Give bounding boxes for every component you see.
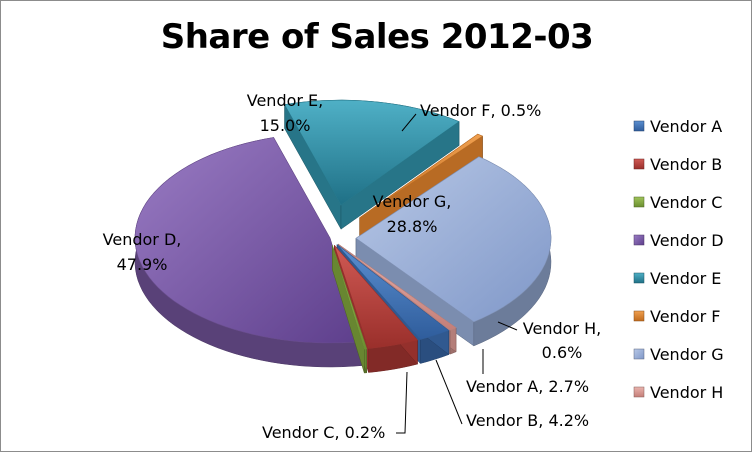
data-label-vendor-h: 0.6% [542,343,583,362]
legend-item-vendor-f: Vendor F [633,307,721,326]
leader-line-vendor-h [497,321,518,331]
legend-swatch [633,234,645,246]
leader-line-vendor-f [401,113,417,132]
legend-swatch [633,386,645,398]
chart-title: Share of Sales 2012-03 [160,17,594,57]
legend-item-vendor-a: Vendor A [633,117,722,136]
legend-label: Vendor C [650,193,722,212]
data-label-vendor-c: Vendor C, 0.2% [262,423,385,442]
data-label-vendor-h: Vendor H, [523,319,601,338]
legend-label: Vendor D [650,231,724,250]
legend-label: Vendor G [650,345,724,364]
data-label-vendor-b: Vendor B, 4.2% [466,411,589,430]
legend-swatch [633,310,645,322]
data-label-vendor-f: Vendor F, 0.5% [420,101,541,120]
legend-swatch [633,272,645,284]
legend-item-vendor-h: Vendor H [633,383,723,402]
legend-swatch [633,158,645,170]
legend-item-vendor-c: Vendor C [633,193,722,212]
legend-label: Vendor B [650,155,722,174]
data-label-vendor-d: Vendor D, [103,230,182,249]
legend-label: Vendor F [650,307,721,326]
pie-slice-vendor-e [284,99,460,231]
legend-swatch [633,196,645,208]
legend-label: Vendor E [650,269,721,288]
leader-line-vendor-c [396,371,408,434]
legend-item-vendor-e: Vendor E [633,269,721,288]
data-label-vendor-e: 15.0% [260,116,311,135]
leader-line-vendor-b [435,359,463,425]
data-label-vendor-e: Vendor E, [247,91,324,110]
legend-label: Vendor A [650,117,722,136]
data-label-vendor-g: 28.8% [387,217,438,236]
data-label-vendor-g: Vendor G, [373,192,452,211]
data-label-vendor-d: 47.9% [117,255,168,274]
legend-item-vendor-d: Vendor D [633,231,724,250]
legend-label: Vendor H [650,383,723,402]
legend-swatch [633,120,645,132]
pie-slice-vendor-g [355,156,552,347]
data-label-vendor-a: Vendor A, 2.7% [466,377,589,396]
legend-item-vendor-g: Vendor G [633,345,724,364]
pie-slice-vendor-c [332,245,368,374]
legend-swatch [633,348,645,360]
legend-item-vendor-b: Vendor B [633,155,722,174]
